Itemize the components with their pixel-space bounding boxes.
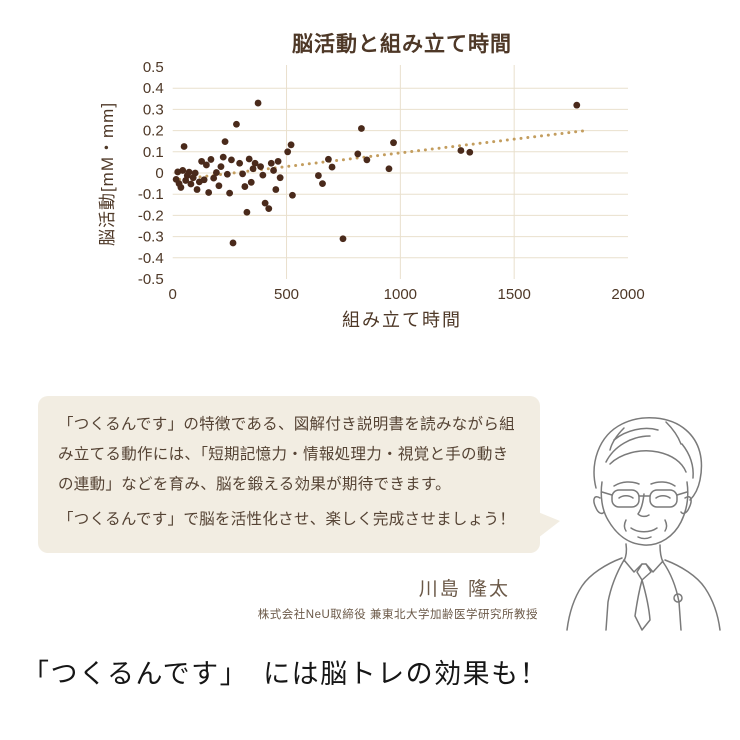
- chart-gridlines: [172, 65, 628, 279]
- svg-text:0.1: 0.1: [143, 144, 164, 161]
- speech-bubble: 「つくるんです」の特徴である、図解付き説明書を読みながら組 み立てる動作には、「…: [38, 396, 560, 553]
- svg-text:0: 0: [155, 165, 163, 182]
- svg-text:1000: 1000: [384, 286, 417, 303]
- svg-text:-0.3: -0.3: [138, 229, 164, 246]
- svg-text:-0.4: -0.4: [138, 250, 164, 267]
- chart-title: 脳活動と組み立て時間: [292, 33, 512, 56]
- svg-text:0.5: 0.5: [143, 59, 164, 76]
- svg-text:0.4: 0.4: [143, 80, 164, 97]
- author-affiliation: 株式会社NeU取締役 兼東北大学加齢医学研究所教授: [257, 609, 538, 621]
- portrait-svg: [566, 417, 721, 631]
- svg-text:-0.1: -0.1: [138, 186, 164, 203]
- svg-text:0.2: 0.2: [143, 123, 164, 140]
- speech-bubble-line: の連動」などを育み、脳を鍛える効果が期待できます。: [58, 476, 451, 493]
- y-axis-label: 脳活動[mM・mm]: [98, 101, 117, 247]
- svg-text:500: 500: [274, 286, 299, 303]
- headline-text: 「つくるんです」 には脳トレの効果も！: [22, 659, 549, 689]
- speech-bubble-line: み立てる動作には、「短期記憶力・情報処理力・視覚と手の動き: [58, 446, 509, 463]
- scatter-chart: 0.5 0.4 0.3 0.2 0.1 0 -0.1 -0.2 -0.3 -0.4 -0.5 0 500…: [0, 0, 740, 345]
- speech-bubble-line: 「つくるんです」の特徴である、図解付き説明書を読みながら組: [58, 416, 515, 433]
- author-name: 川島 隆太: [418, 579, 510, 600]
- svg-text:0.3: 0.3: [143, 101, 164, 118]
- speech-bubble-tail: [538, 512, 560, 538]
- author-block: 川島 隆太 株式会社NeU取締役 兼東北大学加齢医学研究所教授: [258, 574, 538, 622]
- svg-text:1500: 1500: [497, 286, 530, 303]
- scatter-points: [172, 99, 581, 247]
- svg-text:-0.2: -0.2: [138, 207, 164, 224]
- svg-text:-0.5: -0.5: [138, 271, 164, 288]
- svg-text:0: 0: [169, 286, 177, 303]
- x-axis-label: 組み立て時間: [342, 310, 462, 330]
- svg-text:2000: 2000: [611, 286, 644, 303]
- speech-bubble-line: 「つくるんです」で脳を活性化させ、楽しく完成させましょう！: [58, 511, 516, 528]
- y-tick-labels: 0.5 0.4 0.3 0.2 0.1 0 -0.1 -0.2 -0.3 -0.4 -0.5: [138, 59, 164, 288]
- chart-plot-area: 0.5 0.4 0.3 0.2 0.1 0 -0.1 -0.2 -0.3 -0.4 -0.5 0 500…: [138, 59, 645, 303]
- x-tick-labels: 0 500 1000 1500 2000: [169, 286, 645, 303]
- professor-portrait-illustration: [552, 402, 736, 632]
